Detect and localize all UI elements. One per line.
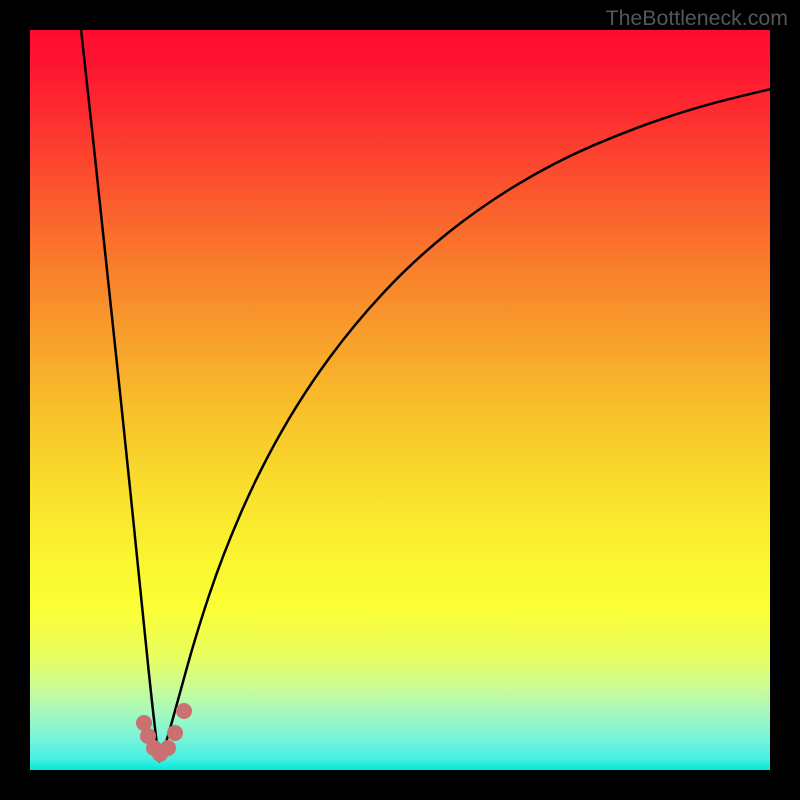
- plot-area: [30, 30, 770, 770]
- optimum-markers: [30, 30, 770, 770]
- watermark-text: TheBottleneck.com: [606, 6, 788, 31]
- chart-frame: TheBottleneck.com: [0, 0, 800, 800]
- optimum-marker: [176, 703, 192, 719]
- optimum-marker: [167, 725, 183, 741]
- optimum-marker: [160, 740, 176, 756]
